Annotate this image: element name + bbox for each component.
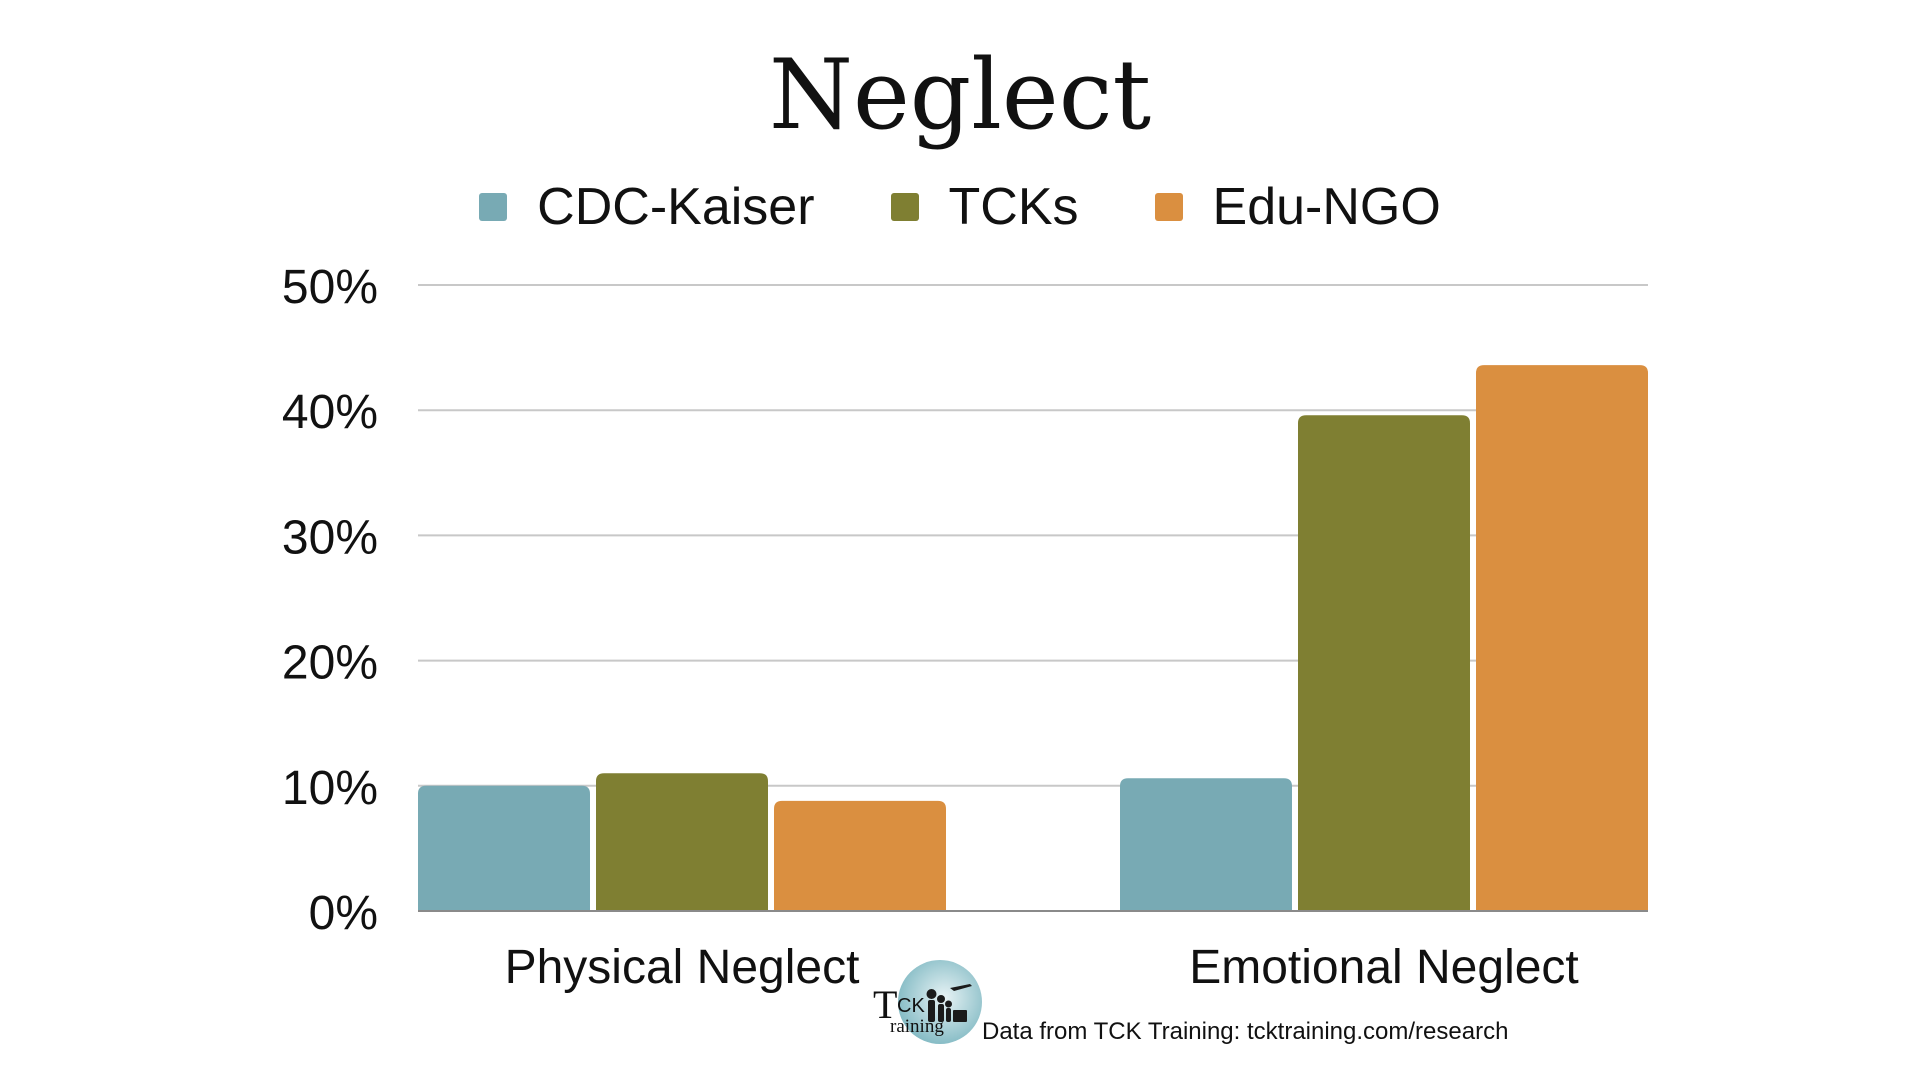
legend-swatch-tcks	[890, 193, 919, 221]
y-tick-label: 30%	[282, 511, 378, 564]
x-tick-label: Physical Neglect	[505, 941, 860, 994]
legend: CDC-Kaiser TCKs Edu-NGO	[0, 172, 1920, 242]
svg-text:T: T	[873, 982, 897, 1027]
bar-edu-ngo-physical-neglect	[774, 800, 946, 911]
bar-tcks-physical-neglect	[596, 773, 768, 911]
tck-training-logo: T CK raining	[870, 958, 990, 1048]
x-tick-label: Emotional Neglect	[1189, 941, 1579, 994]
legend-swatch-cdc-kaiser	[479, 193, 508, 221]
legend-item-edu-ngo: Edu-NGO	[1154, 177, 1441, 237]
legend-label-cdc-kaiser: CDC-Kaiser	[537, 178, 815, 236]
y-tick-label: 20%	[282, 637, 378, 690]
legend-label-tcks: TCKs	[948, 178, 1079, 236]
y-tick-label: 50%	[282, 261, 378, 314]
bar-edu-ngo-emotional-neglect	[1476, 365, 1648, 911]
legend-label-edu-ngo: Edu-NGO	[1212, 178, 1441, 236]
svg-text:CK: CK	[897, 995, 925, 1017]
y-tick-label: 10%	[282, 762, 378, 815]
bar-cdc-kaiser-emotional-neglect	[1120, 778, 1292, 911]
legend-item-tcks: TCKs	[890, 177, 1079, 237]
y-tick-label: 40%	[282, 386, 378, 439]
bar-tcks-emotional-neglect	[1298, 415, 1470, 911]
bar-cdc-kaiser-physical-neglect	[418, 785, 590, 911]
svg-text:raining: raining	[890, 1016, 944, 1037]
legend-item-cdc-kaiser: CDC-Kaiser	[479, 177, 815, 237]
logo-graphic: T CK raining	[873, 960, 982, 1044]
data-source-credit: Data from TCK Training: tcktraining.com/…	[982, 1018, 1509, 1045]
y-tick-label: 0%	[309, 887, 378, 940]
chart-title: Neglect	[768, 39, 1152, 151]
legend-swatch-edu-ngo	[1154, 193, 1183, 221]
